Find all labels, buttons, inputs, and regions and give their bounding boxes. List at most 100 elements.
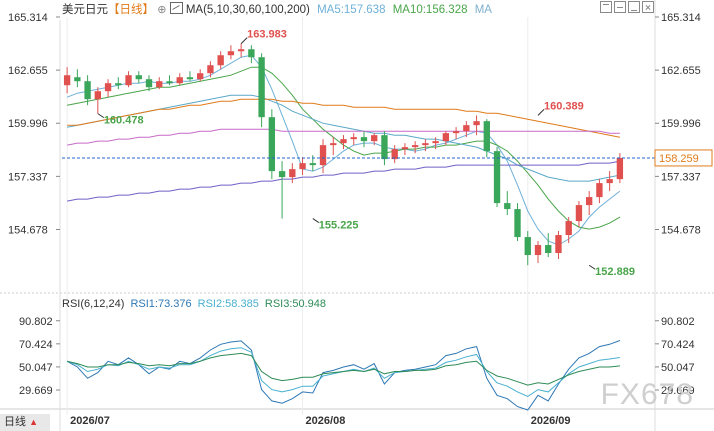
ma-line-ma60	[67, 98, 620, 138]
ma-chart-icon	[169, 2, 183, 14]
candle-body	[452, 131, 460, 134]
period-tab-label: 日线	[4, 416, 26, 428]
rsi-label-left: 70.424	[19, 339, 53, 351]
candle-body	[606, 179, 613, 184]
candle-body	[463, 125, 470, 132]
ytick-label-left: 162.655	[8, 65, 48, 77]
annotation-label: 152.889	[595, 266, 635, 278]
candle-body	[278, 171, 286, 178]
ytick-label-left: 165.314	[8, 12, 48, 24]
period-tab[interactable]: 日线 ▲	[0, 414, 50, 431]
rsi-label: RSI(6,12,24)	[62, 298, 125, 310]
candle-body	[309, 163, 316, 166]
candle-body	[115, 83, 122, 86]
candle-body	[411, 145, 419, 148]
ma-line-ma100	[67, 128, 620, 146]
rsi-line-rsi3	[66, 352, 620, 386]
ytick-label-right: 162.655	[661, 65, 701, 77]
candle-body	[504, 203, 511, 210]
candle-body	[514, 209, 521, 238]
rsi2-value: RSI2:58.385	[197, 298, 259, 310]
settings-icon[interactable]: ⊕	[157, 4, 167, 16]
candle-body	[104, 83, 112, 92]
candle-body	[473, 121, 480, 126]
candle-body	[565, 221, 572, 236]
candle-body	[575, 205, 583, 222]
candle-body	[289, 169, 296, 178]
candle-body	[186, 77, 194, 80]
chart-header: 美元日元【日线】 ⊕ MA(5,10,30,60,100,200) MA5:15…	[62, 1, 492, 17]
ma-more: MA	[474, 4, 492, 16]
candle-body	[432, 141, 439, 144]
annotation-pointer	[588, 264, 596, 270]
ma-label: MA(5,10,30,60,100,200)	[185, 4, 310, 16]
rsi-label-right: 90.802	[661, 316, 695, 328]
ma-line-ma200	[67, 160, 620, 202]
rsi3-value: RSI3:50.948	[264, 298, 327, 310]
ytick-label-right: 157.337	[661, 171, 701, 183]
rsi-header: RSI(6,12,24) RSI1:73.376 RSI2:58.385 RSI…	[62, 298, 326, 310]
annotation-pointer	[240, 37, 248, 44]
candle-body	[145, 79, 153, 88]
candle-body	[227, 51, 235, 56]
candle-body	[616, 157, 624, 180]
candle-body	[319, 145, 327, 166]
candles	[63, 43, 624, 266]
candle-body	[258, 57, 265, 118]
candle-body	[268, 117, 276, 172]
rsi-label-right: 70.424	[661, 339, 695, 351]
candle-body	[381, 135, 388, 160]
candle-body	[84, 81, 91, 100]
current-price-label: 158.259	[659, 153, 699, 165]
candle-body	[524, 237, 531, 256]
candle-body	[483, 121, 490, 152]
candle-body	[217, 55, 224, 66]
annotation-pointer	[537, 109, 545, 116]
candle-body	[176, 77, 183, 84]
ytick-label-right: 159.996	[661, 118, 701, 130]
current-price-box	[654, 149, 713, 167]
symbol-name: 美元日元	[62, 4, 108, 16]
annotation-label: 163.983	[247, 29, 287, 41]
candle-body	[135, 75, 142, 80]
candle-body	[545, 245, 552, 254]
annotation-pointer	[312, 218, 320, 223]
ytick-label-left: 159.996	[8, 118, 48, 130]
candle-body	[74, 77, 81, 82]
date-axis: 2026/07 2026/08 2026/09	[70, 415, 570, 427]
date-label: 2026/09	[531, 415, 571, 427]
candle-body	[401, 147, 409, 150]
watermark: FX678	[600, 378, 694, 411]
ma5-value: MA5:157.638	[317, 4, 386, 16]
candle-body	[493, 151, 501, 204]
close-icon[interactable]	[642, 1, 654, 13]
candle-body	[248, 49, 255, 58]
rsi-label-right: 29.669	[661, 385, 695, 397]
price-annotations: 163.983 160.478 155.225 160.389 152.889	[97, 29, 635, 278]
restore-icon[interactable]	[614, 1, 626, 13]
dropdown-icon: ▲	[29, 417, 38, 427]
ytick-label-left: 154.678	[8, 224, 48, 236]
candle-body	[94, 91, 102, 100]
annotation-label: 160.478	[104, 115, 144, 127]
annotation-label: 155.225	[319, 220, 359, 232]
rsi-line-rsi1	[66, 340, 621, 411]
candle-body	[125, 75, 132, 86]
candle-body	[442, 133, 450, 142]
date-label: 2026/07	[70, 415, 110, 427]
candle-body	[340, 139, 347, 144]
rsi-panel: 90.802 90.802 70.424 70.424 50.047 50.047 29.6…	[19, 316, 695, 411]
candle-body	[299, 163, 306, 170]
candle-body	[422, 143, 429, 146]
candle-body	[596, 183, 603, 198]
maximize-icon[interactable]	[600, 1, 612, 13]
rsi-line-rsi2	[66, 347, 620, 397]
price-axis: 165.314 165.314 162.655 162.655 159.996 159.9…	[8, 12, 713, 236]
date-label: 2026/08	[306, 415, 346, 427]
rsi-label-right: 50.047	[661, 362, 695, 374]
candle-body	[555, 235, 562, 254]
period-label[interactable]: 【日线】	[108, 4, 154, 16]
minimize-icon[interactable]	[628, 1, 640, 13]
candle-body	[330, 143, 337, 146]
